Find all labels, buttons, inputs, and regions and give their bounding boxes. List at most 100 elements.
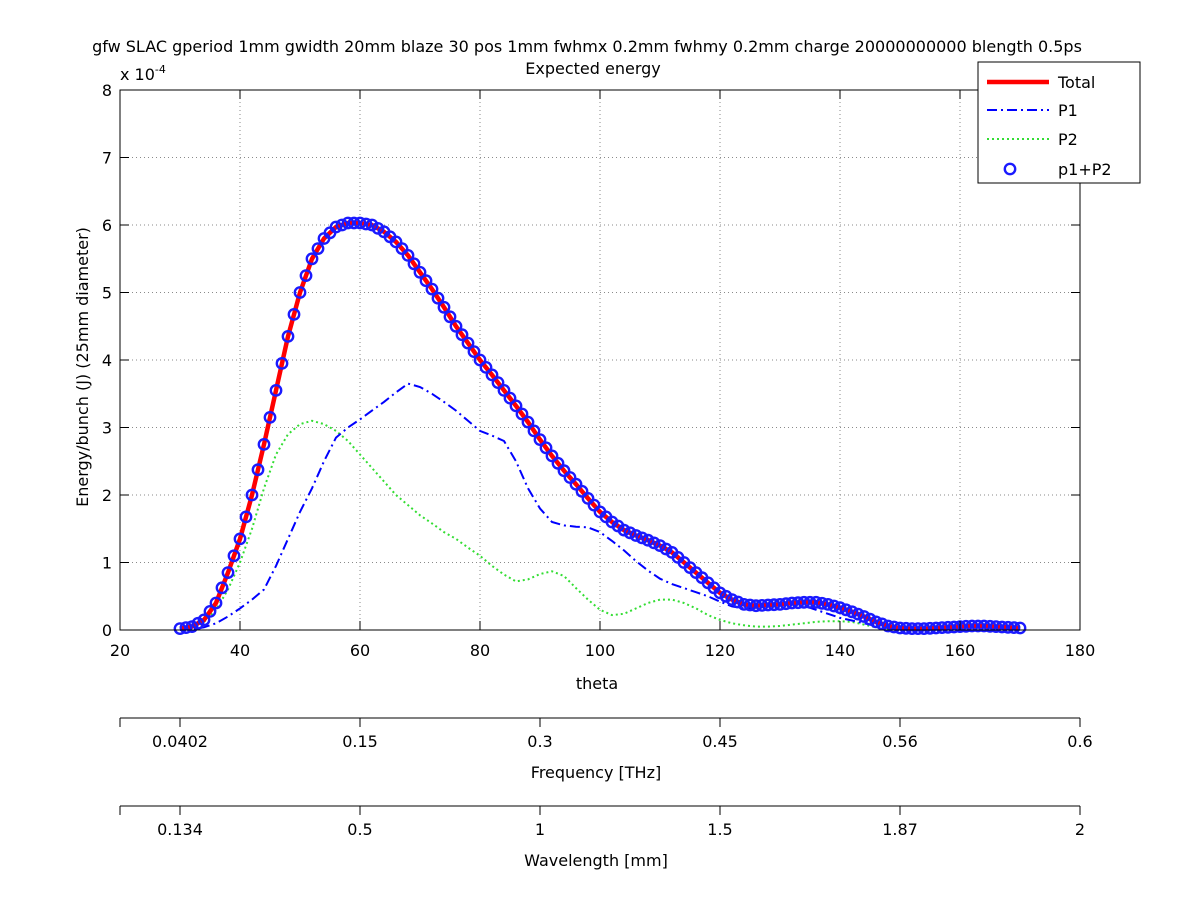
- p1-p2-marker: [437, 300, 451, 314]
- x-tick-label: 180: [1065, 641, 1096, 660]
- p1-p2-marker: [887, 620, 901, 634]
- p1-p2-marker: [305, 252, 319, 266]
- p1-p2-marker: [443, 310, 457, 324]
- p1-p2-marker: [359, 217, 373, 231]
- p1-p2-marker: [1001, 620, 1015, 634]
- x-axis-label: theta: [576, 674, 618, 693]
- p1-p2-marker: [899, 621, 913, 635]
- p1-p2-marker: [893, 621, 907, 635]
- p1-p2-marker: [917, 622, 931, 635]
- p1-p2-marker: [737, 598, 751, 611]
- p1-p2-marker: [929, 621, 943, 635]
- p1-p2-marker: [419, 274, 433, 288]
- p1-p2-marker: [911, 622, 925, 635]
- y-tick-label: 5: [102, 284, 112, 303]
- p1-p2-marker: [449, 319, 463, 333]
- y-tick-label: 7: [102, 149, 112, 168]
- secondary-tick-label: 0.5: [347, 820, 372, 839]
- p1-p2-marker: [269, 383, 283, 397]
- x-tick-label: 120: [705, 641, 736, 660]
- x-tick-label: 80: [470, 641, 490, 660]
- p1-p2-marker: [497, 383, 511, 397]
- p1-p2-marker: [527, 424, 541, 438]
- p1-p2-marker: [341, 216, 355, 230]
- p1-p2-marker: [995, 620, 1009, 634]
- secondary-axis-label: Frequency [THz]: [531, 763, 661, 782]
- p1-p2-marker: [401, 248, 415, 262]
- secondary-tick-label: 0.45: [702, 732, 738, 751]
- y-tick-label: 0: [102, 621, 112, 640]
- p1-p2-marker: [413, 265, 427, 279]
- p1-p2-marker: [647, 536, 661, 550]
- legend-label: P2: [1058, 130, 1078, 149]
- p1-p2-marker: [233, 532, 247, 546]
- p1-p2-marker: [833, 601, 847, 615]
- p1-p2-marker: [173, 622, 187, 635]
- p1-p2-marker: [209, 596, 223, 610]
- p1-p2-marker: [335, 218, 349, 232]
- p1-p2-marker: [515, 407, 529, 421]
- p1-p2-marker: [983, 619, 997, 633]
- p1-p2-marker: [761, 598, 775, 612]
- p1-p2-marker: [353, 216, 367, 230]
- p1-p2-marker: [821, 598, 835, 611]
- p1-p2-marker: [455, 328, 469, 342]
- chart-subtitle: Expected energy: [525, 59, 660, 78]
- p1-p2-marker: [1007, 621, 1021, 634]
- x-tick-label: 40: [230, 641, 250, 660]
- secondary-tick-label: 2: [1075, 820, 1085, 839]
- p1-p2-marker: [941, 620, 955, 634]
- p1-p2-marker: [947, 620, 961, 634]
- x-tick-label: 60: [350, 641, 370, 660]
- p1-p2-marker: [287, 307, 301, 321]
- p1-p2-marker: [923, 621, 937, 635]
- p1-p2-marker: [461, 336, 475, 350]
- p1-p2-marker: [785, 596, 799, 610]
- p1-p2-marker: [299, 269, 313, 282]
- p1-p2-marker: [743, 598, 757, 612]
- y-tick-label: 8: [102, 81, 112, 100]
- p1-p2-marker: [257, 437, 271, 451]
- p1-p2-marker: [311, 242, 325, 256]
- p1-p2-marker: [839, 603, 853, 617]
- p1-p2-marker: [791, 596, 805, 610]
- y-tick-label: 6: [102, 216, 112, 235]
- p1-p2-marker: [815, 596, 829, 610]
- p1-p2-marker: [263, 410, 277, 424]
- p1-p2-marker: [275, 356, 289, 370]
- p1-p2-marker: [755, 599, 769, 612]
- secondary-tick-label: 0.15: [342, 732, 378, 751]
- p1-p2-marker: [533, 433, 547, 446]
- secondary-tick-label: 0.0402: [152, 732, 208, 751]
- p1-p2-marker: [179, 621, 193, 634]
- p1-p2-marker: [479, 360, 493, 374]
- y-tick-label: 2: [102, 486, 112, 505]
- p1-p2-marker: [797, 595, 811, 609]
- p1-p2-marker: [221, 566, 235, 579]
- grid-lines: [120, 90, 1080, 630]
- p1-p2-marker: [989, 620, 1003, 633]
- y-tick-label: 3: [102, 419, 112, 438]
- p1-p2-marker: [227, 549, 241, 563]
- p1-p2-marker: [239, 510, 253, 524]
- secondary-axis-label: Wavelength [mm]: [524, 851, 668, 870]
- p1-p2-marker: [281, 329, 295, 343]
- p1-p2-marker: [431, 291, 445, 305]
- secondary-tick-label: 1.5: [707, 820, 732, 839]
- p1-p2-marker: [617, 523, 631, 537]
- x-tick-label: 140: [825, 641, 856, 660]
- p1-p2-marker: [875, 617, 889, 631]
- p1-p2-marker: [881, 619, 895, 633]
- p1-p2-marker: [977, 619, 991, 633]
- legend-label: Total: [1057, 73, 1095, 92]
- p1-p2-marker: [467, 345, 481, 358]
- p1-p2-marker: [521, 415, 535, 429]
- p1-p2-marker: [215, 581, 229, 595]
- x-tick-label: 100: [585, 641, 616, 660]
- p1-p2-marker: [851, 607, 865, 621]
- secondary-tick-label: 0.6: [1067, 732, 1092, 751]
- legend: Total P1 P2 p1+P2: [977, 61, 1141, 184]
- p1-p2-marker: [539, 441, 553, 455]
- p1-p2-marker: [779, 597, 793, 611]
